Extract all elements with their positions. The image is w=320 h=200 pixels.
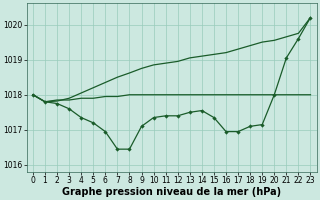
X-axis label: Graphe pression niveau de la mer (hPa): Graphe pression niveau de la mer (hPa): [62, 187, 281, 197]
